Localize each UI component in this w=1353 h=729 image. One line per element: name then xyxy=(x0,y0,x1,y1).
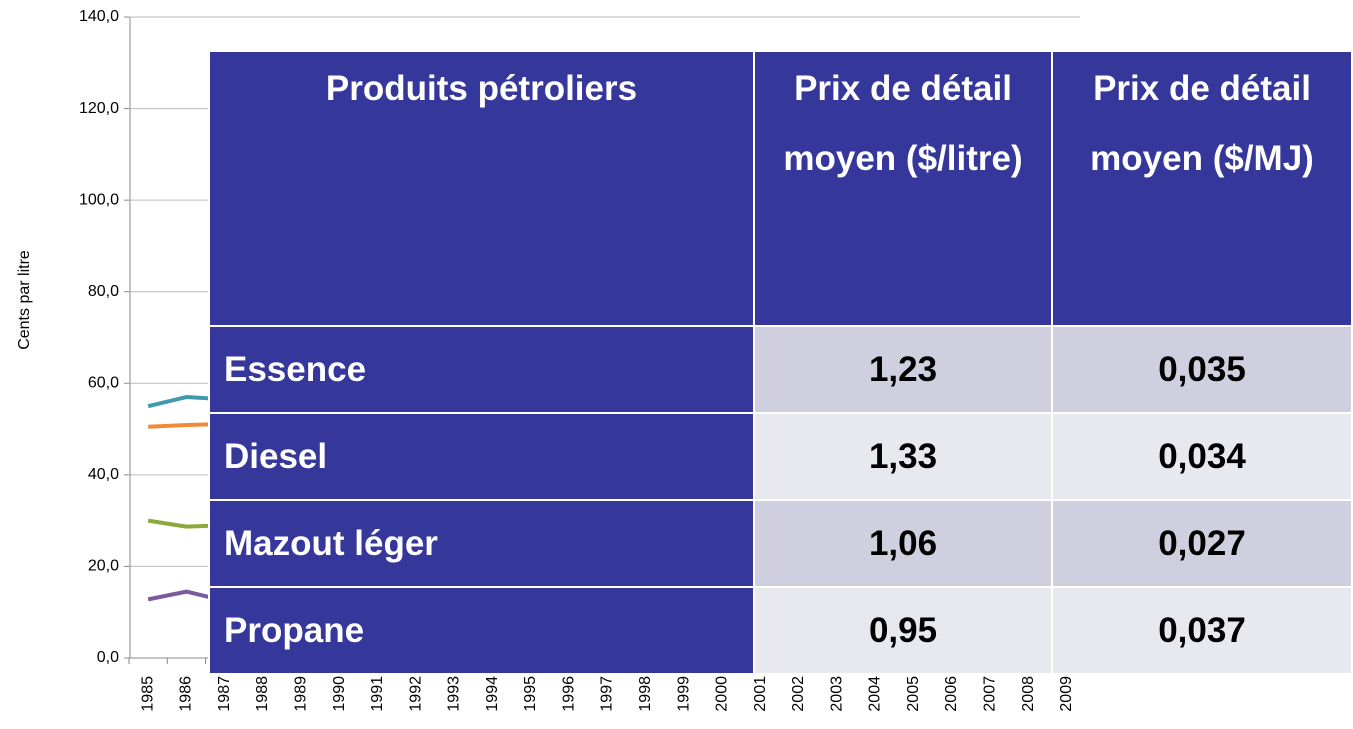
x-tick-label: 2008 xyxy=(1020,676,1037,712)
x-tick-label: 1994 xyxy=(484,676,501,712)
header-cell: Prix de détail moyen ($/litre) xyxy=(755,52,1051,325)
y-tick-label: 120,0 xyxy=(79,100,119,117)
x-tick-label: 1986 xyxy=(178,676,195,712)
value-cell: 0,034 xyxy=(1053,414,1351,499)
x-tick-label: 1991 xyxy=(369,676,386,712)
value-cell: 1,33 xyxy=(755,414,1051,499)
x-tick-label: 1997 xyxy=(599,676,616,712)
table-row: Diesel 1,33 0,034 xyxy=(210,414,1351,499)
product-cell: Propane xyxy=(210,588,753,673)
x-tick-label: 1989 xyxy=(292,676,309,712)
x-tick-label: 2001 xyxy=(752,676,769,712)
table-row: Propane 0,95 0,037 xyxy=(210,588,1351,673)
x-tick-label: 2000 xyxy=(714,676,731,712)
value-cell: 1,06 xyxy=(755,501,1051,586)
table-row: Mazout léger 1,06 0,027 xyxy=(210,501,1351,586)
value-cell: 0,95 xyxy=(755,588,1051,673)
x-tick-label: 1985 xyxy=(139,676,156,712)
value-cell: 1,23 xyxy=(755,327,1051,412)
y-tick-label: 60,0 xyxy=(88,375,119,392)
x-tick-label: 2002 xyxy=(790,676,807,712)
value-cell: 0,035 xyxy=(1053,327,1351,412)
x-tick-label: 1998 xyxy=(637,676,654,712)
price-table: Produits pétroliers Prix de détail moyen… xyxy=(208,50,1353,675)
x-tick-label: 1988 xyxy=(254,676,271,712)
x-tick-label: 1993 xyxy=(446,676,463,712)
y-tick-label: 40,0 xyxy=(88,466,119,483)
product-cell: Mazout léger xyxy=(210,501,753,586)
y-tick-label: 100,0 xyxy=(79,191,119,208)
header-cell: Prix de détail moyen ($/MJ) xyxy=(1053,52,1351,325)
x-tick-label: 2009 xyxy=(1058,676,1075,712)
y-tick-label: 80,0 xyxy=(88,283,119,300)
table-row: Essence 1,23 0,035 xyxy=(210,327,1351,412)
header-cell: Produits pétroliers xyxy=(210,52,753,325)
x-tick-label: 1992 xyxy=(407,676,424,712)
product-cell: Diesel xyxy=(210,414,753,499)
x-tick-label: 2007 xyxy=(982,676,999,712)
y-tick-label: 140,0 xyxy=(79,8,119,25)
value-cell: 0,027 xyxy=(1053,501,1351,586)
x-tick-label: 2004 xyxy=(867,676,884,712)
y-tick-label: 20,0 xyxy=(88,558,119,575)
x-tick-label: 2003 xyxy=(828,676,845,712)
y-tick-label: 0,0 xyxy=(97,649,119,666)
x-tick-label: 1995 xyxy=(522,676,539,712)
x-tick-label: 1990 xyxy=(331,676,348,712)
y-axis-label: Cents par litre xyxy=(16,250,33,350)
product-cell: Essence xyxy=(210,327,753,412)
x-tick-label: 1996 xyxy=(560,676,577,712)
x-tick-label: 2006 xyxy=(943,676,960,712)
x-tick-label: 1987 xyxy=(216,676,233,712)
x-tick-label: 2005 xyxy=(905,676,922,712)
value-cell: 0,037 xyxy=(1053,588,1351,673)
x-tick-label: 1999 xyxy=(675,676,692,712)
